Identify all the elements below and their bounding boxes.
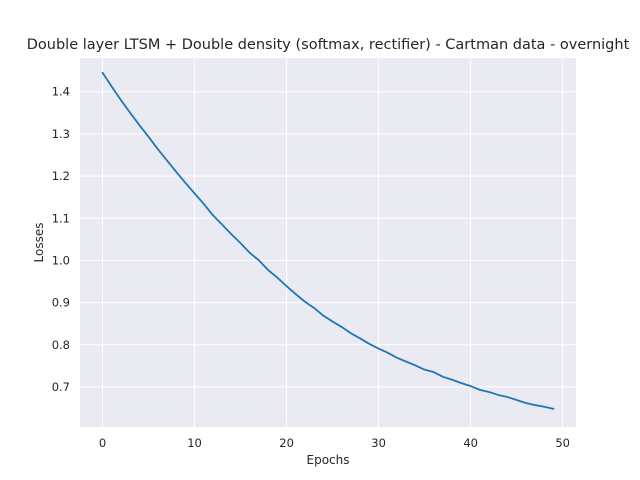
y-axis-label: Losses <box>32 223 46 263</box>
x-tick-label: 10 <box>187 436 202 450</box>
series-layer <box>101 71 555 410</box>
chart-title: Double layer LTSM + Double density (soft… <box>27 37 630 53</box>
x-tick-label: 50 <box>555 436 570 450</box>
y-tick-label: 1.0 <box>52 253 70 267</box>
x-tick-label: 40 <box>463 436 478 450</box>
plot-area <box>80 58 576 427</box>
y-tick-label: 1.4 <box>52 85 70 99</box>
y-tick-label: 1.1 <box>52 211 70 225</box>
y-tick-label: 0.9 <box>52 296 70 310</box>
y-tick-label: 0.7 <box>52 380 70 394</box>
x-tick-label: 20 <box>279 436 294 450</box>
x-tick-label: 30 <box>371 436 386 450</box>
grid-lines <box>80 58 576 427</box>
series-line <box>101 71 555 410</box>
y-tick-label: 0.8 <box>52 338 70 352</box>
y-tick-label: 1.3 <box>52 127 70 141</box>
x-tick-label: 0 <box>99 436 106 450</box>
x-axis-label: Epochs <box>307 453 350 467</box>
y-tick-label: 1.2 <box>52 169 70 183</box>
tick-labels: 0 10 20 30 40 50 0.7 0.8 0.9 1.0 1.1 1.2 1.3 1.4 <box>52 85 570 450</box>
